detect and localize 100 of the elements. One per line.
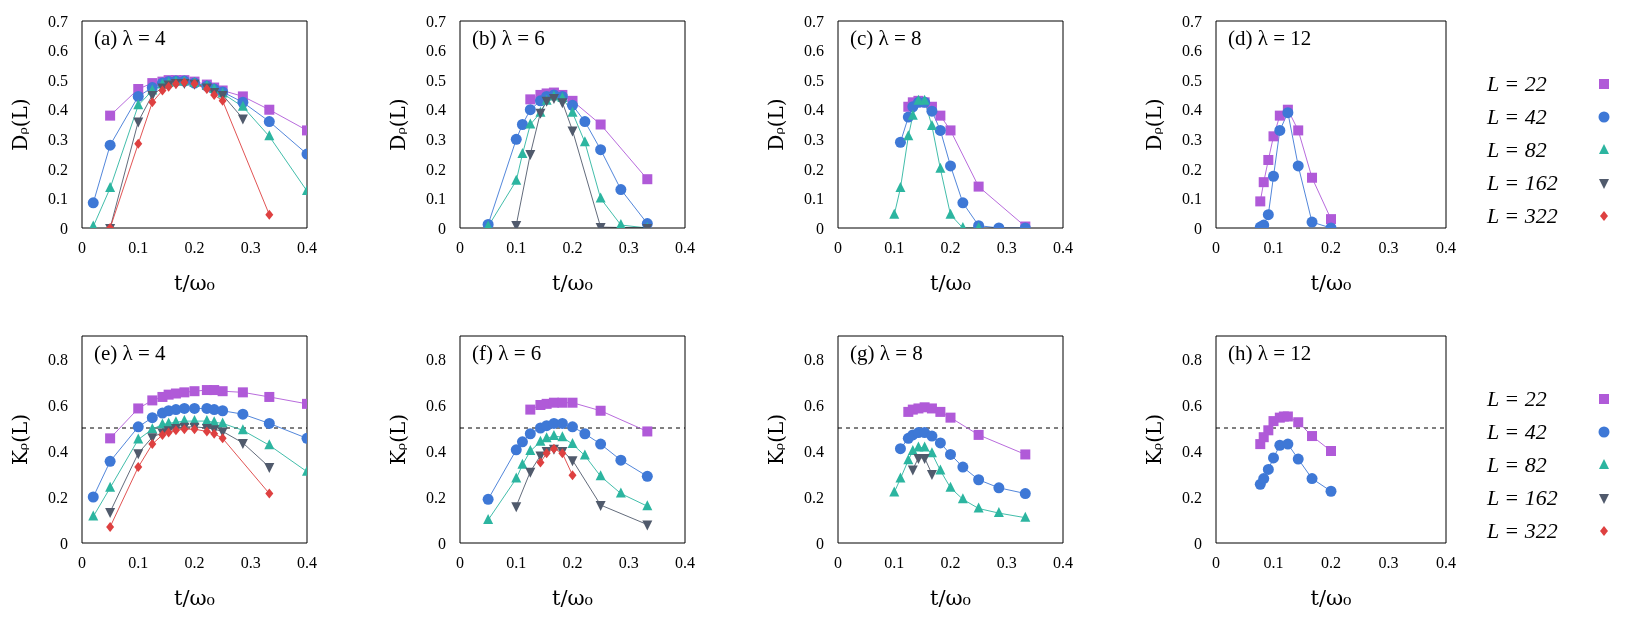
chart-title: (d) λ = 12 — [1228, 26, 1312, 51]
legend-label: L = 322 — [1487, 203, 1559, 229]
y-axis-title: Dᵨ(L) — [1142, 98, 1167, 151]
x-tick-label: 0.4 — [675, 554, 695, 572]
y-tick-label: 0.7 — [804, 12, 824, 30]
x-axis-title: t/ω₀ — [551, 586, 594, 610]
x-tick-label: 0.4 — [297, 239, 317, 257]
y-tick-label: 0.6 — [426, 42, 446, 60]
x-tick-label: 0.3 — [996, 554, 1017, 572]
y-axis-title: Dᵨ(L) — [764, 98, 789, 151]
y-tick-label: 0.1 — [1182, 190, 1202, 208]
x-tick-label: 0.4 — [1436, 554, 1456, 572]
chart-title: (h) λ = 12 — [1228, 341, 1312, 366]
chart-title: (c) λ = 8 — [850, 26, 922, 51]
y-tick-label: 0.6 — [1182, 42, 1202, 60]
y-tick-label: 0.5 — [1182, 71, 1202, 89]
y-tick-label: 0 — [438, 219, 446, 237]
legend-label: L = 22 — [1487, 71, 1548, 97]
y-tick-label: 0.6 — [804, 42, 824, 60]
legend-label: L = 22 — [1487, 386, 1548, 412]
y-axis-title: Dᵨ(L) — [8, 98, 33, 151]
y-tick-label: 0 — [816, 219, 824, 237]
x-tick-label: 0 — [78, 239, 86, 257]
y-tick-label: 0.2 — [48, 488, 68, 506]
legend-label: L = 42 — [1487, 104, 1548, 130]
x-tick-label: 0.3 — [240, 554, 261, 572]
y-tick-label: 0.3 — [1182, 130, 1202, 148]
y-tick-label: 0.3 — [804, 130, 824, 148]
y-tick-label: 0.5 — [426, 71, 446, 89]
x-tick-label: 0.4 — [1436, 239, 1456, 257]
chart-title: (b) λ = 6 — [472, 26, 545, 51]
chart-title: (e) λ = 4 — [94, 341, 166, 366]
x-tick-label: 0.1 — [506, 239, 527, 257]
x-tick-label: 0 — [1212, 554, 1220, 572]
y-tick-label: 0.4 — [426, 101, 446, 119]
y-tick-label: 0.6 — [48, 396, 68, 414]
y-tick-label: 0.8 — [426, 350, 446, 368]
x-tick-label: 0 — [834, 239, 842, 257]
x-tick-label: 0.3 — [996, 239, 1017, 257]
y-tick-label: 0.4 — [426, 442, 446, 460]
legend-label: L = 42 — [1487, 419, 1548, 445]
y-tick-label: 0.6 — [48, 42, 68, 60]
x-tick-label: 0.4 — [675, 239, 695, 257]
x-tick-label: 0.2 — [940, 554, 961, 572]
x-axis-title: t/ω₀ — [173, 586, 216, 610]
y-tick-label: 0.1 — [804, 190, 824, 208]
legend-label: L = 82 — [1487, 452, 1548, 478]
y-tick-label: 0.2 — [1182, 160, 1202, 178]
y-tick-label: 0.6 — [426, 396, 446, 414]
chart-title: (a) λ = 4 — [94, 26, 166, 51]
x-tick-label: 0.1 — [884, 554, 905, 572]
x-tick-label: 0.3 — [240, 239, 261, 257]
y-tick-label: 0.2 — [426, 160, 446, 178]
y-tick-label: 0.3 — [426, 130, 446, 148]
x-tick-label: 0.3 — [618, 554, 639, 572]
y-tick-label: 0.4 — [48, 101, 68, 119]
y-tick-label: 0.8 — [1182, 350, 1202, 368]
y-tick-label: 0.2 — [426, 488, 446, 506]
x-tick-label: 0.3 — [1378, 554, 1399, 572]
x-tick-label: 0 — [456, 554, 464, 572]
x-tick-label: 0 — [1212, 239, 1220, 257]
legend-label: L = 162 — [1487, 170, 1559, 196]
x-tick-label: 0.2 — [1321, 239, 1341, 257]
y-tick-label: 0.6 — [804, 396, 824, 414]
legend-label: L = 322 — [1487, 518, 1559, 544]
y-tick-label: 0 — [1194, 534, 1202, 552]
x-tick-label: 0.1 — [128, 554, 149, 572]
x-tick-label: 0.2 — [184, 554, 205, 572]
y-axis-title: Kᵨ(L) — [1142, 413, 1167, 466]
y-tick-label: 0.4 — [48, 442, 68, 460]
x-tick-label: 0.1 — [1263, 239, 1284, 257]
y-tick-label: 0.2 — [804, 160, 824, 178]
y-tick-label: 0.3 — [48, 130, 68, 148]
x-tick-label: 0 — [834, 554, 842, 572]
y-tick-label: 0.6 — [1182, 396, 1202, 414]
y-tick-label: 0 — [816, 534, 824, 552]
y-tick-label: 0.1 — [48, 190, 68, 208]
x-tick-label: 0.2 — [184, 239, 205, 257]
y-tick-label: 0.4 — [1182, 442, 1202, 460]
x-tick-label: 0.1 — [506, 554, 527, 572]
x-tick-label: 0.2 — [940, 239, 961, 257]
x-tick-label: 0.3 — [1378, 239, 1399, 257]
y-tick-label: 0.7 — [48, 12, 68, 30]
y-axis-title: Kᵨ(L) — [8, 413, 33, 466]
y-tick-label: 0.5 — [804, 71, 824, 89]
legend-label: L = 82 — [1487, 137, 1548, 163]
chart-title: (f) λ = 6 — [472, 341, 542, 366]
legend-label: L = 162 — [1487, 485, 1559, 511]
x-tick-label: 0.1 — [1263, 554, 1284, 572]
y-axis-title: Kᵨ(L) — [386, 413, 411, 466]
x-tick-label: 0 — [456, 239, 464, 257]
x-axis-title: t/ω₀ — [1310, 586, 1352, 610]
x-tick-label: 0.4 — [1053, 239, 1073, 257]
x-axis-title: t/ω₀ — [929, 586, 972, 610]
x-tick-label: 0.4 — [1053, 554, 1073, 572]
chart-title: (g) λ = 8 — [850, 341, 923, 366]
x-tick-label: 0.4 — [297, 554, 317, 572]
y-tick-label: 0.1 — [426, 190, 446, 208]
y-axis-title: Kᵨ(L) — [764, 413, 789, 466]
x-tick-label: 0.2 — [1321, 554, 1341, 572]
